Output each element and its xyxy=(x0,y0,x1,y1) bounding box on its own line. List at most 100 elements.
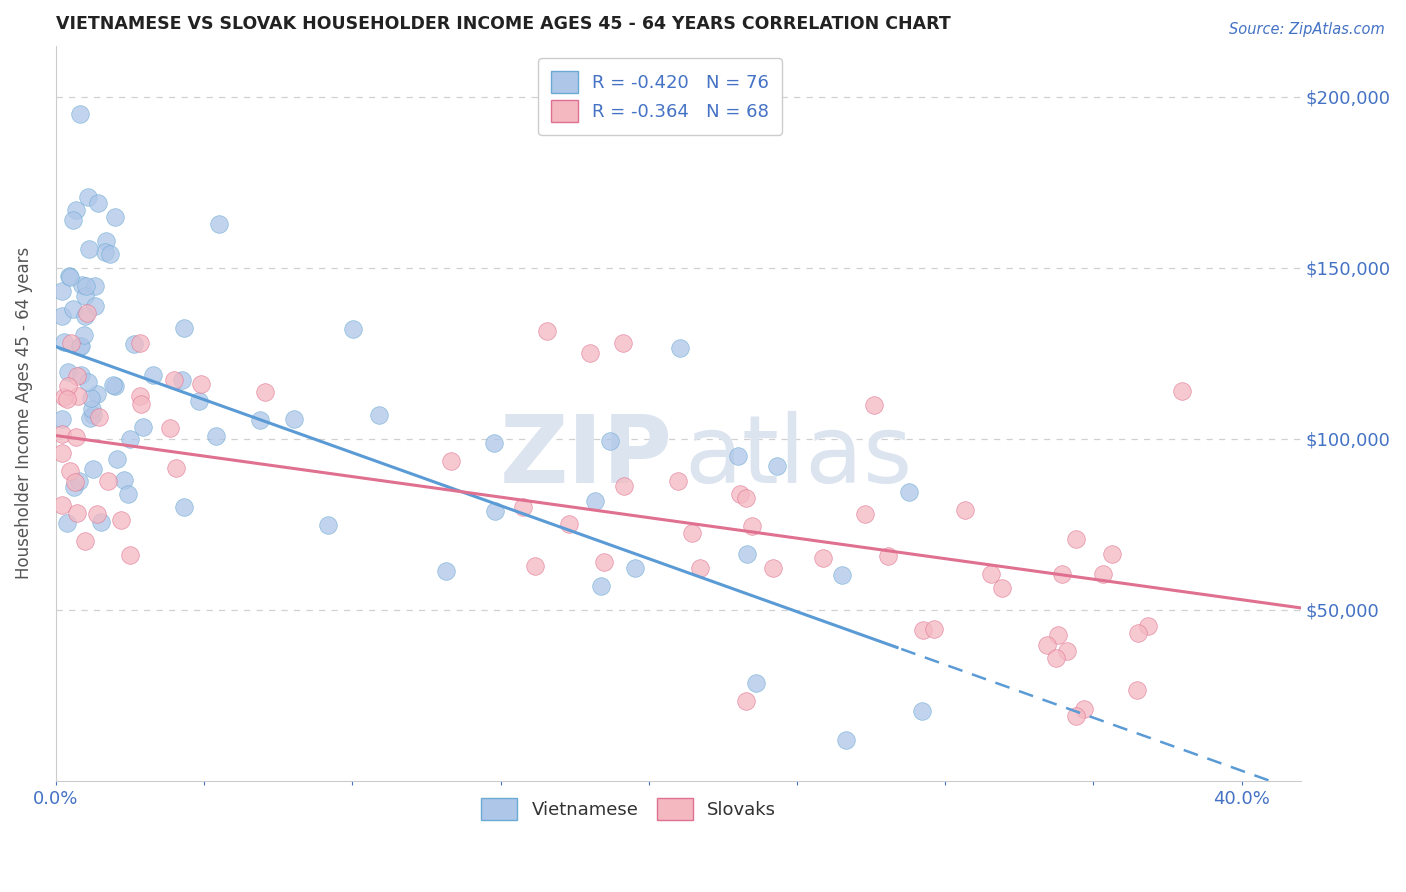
Point xyxy=(59,336,82,351)
Point xyxy=(77,189,100,203)
Point xyxy=(484,435,506,450)
Point xyxy=(112,473,135,487)
Point xyxy=(1064,709,1087,723)
Point xyxy=(79,410,101,425)
Point xyxy=(1046,628,1069,642)
Point xyxy=(1056,644,1078,658)
Point xyxy=(316,518,339,533)
Point xyxy=(84,278,107,293)
Point xyxy=(253,384,276,399)
Point xyxy=(991,581,1014,595)
Point xyxy=(51,310,73,324)
Point xyxy=(105,452,128,467)
Point xyxy=(51,498,73,512)
Point xyxy=(734,694,756,708)
Point xyxy=(165,461,187,475)
Point xyxy=(727,449,749,463)
Point xyxy=(84,299,107,313)
Point xyxy=(863,398,886,412)
Point xyxy=(76,306,98,320)
Point xyxy=(58,464,80,478)
Point xyxy=(73,534,96,549)
Point xyxy=(735,547,758,561)
Point xyxy=(122,337,145,351)
Point xyxy=(173,500,195,515)
Point xyxy=(187,393,209,408)
Point xyxy=(82,408,104,422)
Point xyxy=(51,427,73,442)
Point xyxy=(55,516,77,531)
Point xyxy=(1092,566,1115,581)
Point xyxy=(762,560,785,574)
Point xyxy=(766,459,789,474)
Legend: Vietnamese, Slovaks: Vietnamese, Slovaks xyxy=(474,790,783,827)
Point xyxy=(80,402,103,417)
Point xyxy=(129,389,152,403)
Point xyxy=(980,567,1002,582)
Point xyxy=(63,475,86,490)
Point xyxy=(1126,683,1149,698)
Point xyxy=(612,336,634,351)
Point xyxy=(117,487,139,501)
Point xyxy=(132,419,155,434)
Point xyxy=(59,270,82,285)
Point xyxy=(557,516,579,531)
Point xyxy=(342,322,364,336)
Point xyxy=(75,278,97,293)
Point xyxy=(1137,618,1160,632)
Point xyxy=(484,504,506,518)
Point xyxy=(591,579,613,593)
Point xyxy=(283,412,305,426)
Point xyxy=(440,453,463,467)
Point xyxy=(129,336,152,351)
Point xyxy=(69,368,91,382)
Point xyxy=(118,548,141,562)
Point xyxy=(190,377,212,392)
Point xyxy=(613,479,636,493)
Point xyxy=(69,339,91,353)
Point xyxy=(66,368,89,383)
Point xyxy=(249,413,271,427)
Point xyxy=(65,430,87,444)
Point xyxy=(51,446,73,460)
Point xyxy=(953,503,976,517)
Point xyxy=(67,475,90,489)
Point xyxy=(173,320,195,334)
Point xyxy=(853,508,876,522)
Point xyxy=(536,325,558,339)
Point xyxy=(811,550,834,565)
Point xyxy=(51,412,73,426)
Text: Source: ZipAtlas.com: Source: ZipAtlas.com xyxy=(1229,22,1385,37)
Point xyxy=(367,409,389,423)
Point xyxy=(58,268,80,283)
Point xyxy=(583,494,606,508)
Point xyxy=(163,373,186,387)
Point xyxy=(668,342,690,356)
Point xyxy=(53,390,76,404)
Point xyxy=(129,397,152,411)
Point xyxy=(1036,638,1059,652)
Point xyxy=(911,704,934,718)
Point xyxy=(159,421,181,435)
Point xyxy=(97,474,120,488)
Point xyxy=(666,474,689,488)
Point xyxy=(835,733,858,747)
Point xyxy=(911,623,934,637)
Point xyxy=(73,310,96,324)
Point xyxy=(735,491,758,505)
Point xyxy=(75,288,97,302)
Text: atlas: atlas xyxy=(685,411,912,503)
Point xyxy=(56,365,79,379)
Point xyxy=(730,486,752,500)
Point xyxy=(82,462,104,476)
Point xyxy=(52,334,75,349)
Point xyxy=(924,622,946,636)
Point xyxy=(142,368,165,382)
Point xyxy=(104,210,127,224)
Point xyxy=(94,244,117,259)
Point xyxy=(56,392,79,406)
Point xyxy=(77,242,100,256)
Point xyxy=(86,507,108,521)
Point xyxy=(1050,566,1073,581)
Point xyxy=(73,327,96,342)
